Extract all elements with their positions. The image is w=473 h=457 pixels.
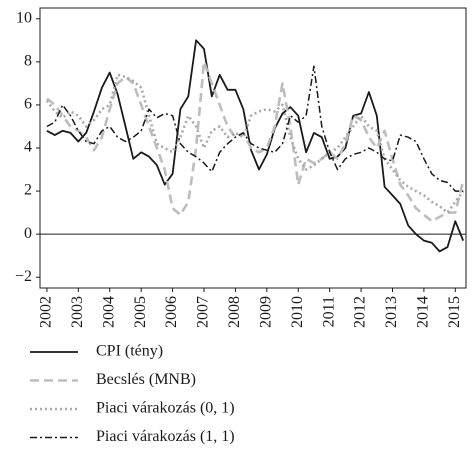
x-tick-label: 2014	[415, 296, 432, 328]
series-line	[46, 65, 464, 192]
x-tick-label: 2008	[226, 296, 243, 328]
legend-label: Becslés (MNB)	[96, 371, 196, 388]
y-tick-label: 8	[24, 53, 32, 70]
x-tick-label: 2004	[100, 296, 117, 328]
y-tick-label: −2	[15, 268, 32, 285]
y-tick-label: 10	[16, 9, 32, 26]
plot-frame	[39, 7, 467, 289]
x-tick-label: 2003	[69, 296, 86, 328]
x-tick-label: 2005	[132, 296, 149, 328]
legend-label: CPI (tény)	[96, 343, 163, 360]
x-tick-label: 2002	[38, 296, 55, 328]
x-tick-label: 2011	[320, 296, 337, 327]
x-tick-label: 2006	[163, 296, 180, 328]
x-tick-label: 2007	[195, 296, 212, 328]
y-tick-label: 6	[24, 96, 32, 113]
series-line	[45, 73, 465, 214]
legend-label: Piaci várakozás (1, 1)	[96, 428, 235, 445]
series-line	[46, 60, 465, 223]
series-line	[46, 39, 465, 253]
x-tick-label: 2009	[257, 296, 274, 328]
x-tick-label: 2010	[289, 296, 306, 328]
y-tick-label: 0	[24, 225, 32, 242]
legend-label: Piaci várakozás (0, 1)	[96, 400, 235, 417]
y-tick-label: 2	[24, 182, 32, 199]
x-tick-label: 2015	[446, 296, 463, 328]
x-tick-label: 2012	[352, 296, 369, 328]
y-tick-label: 4	[24, 139, 32, 156]
x-tick-label: 2013	[383, 296, 400, 328]
